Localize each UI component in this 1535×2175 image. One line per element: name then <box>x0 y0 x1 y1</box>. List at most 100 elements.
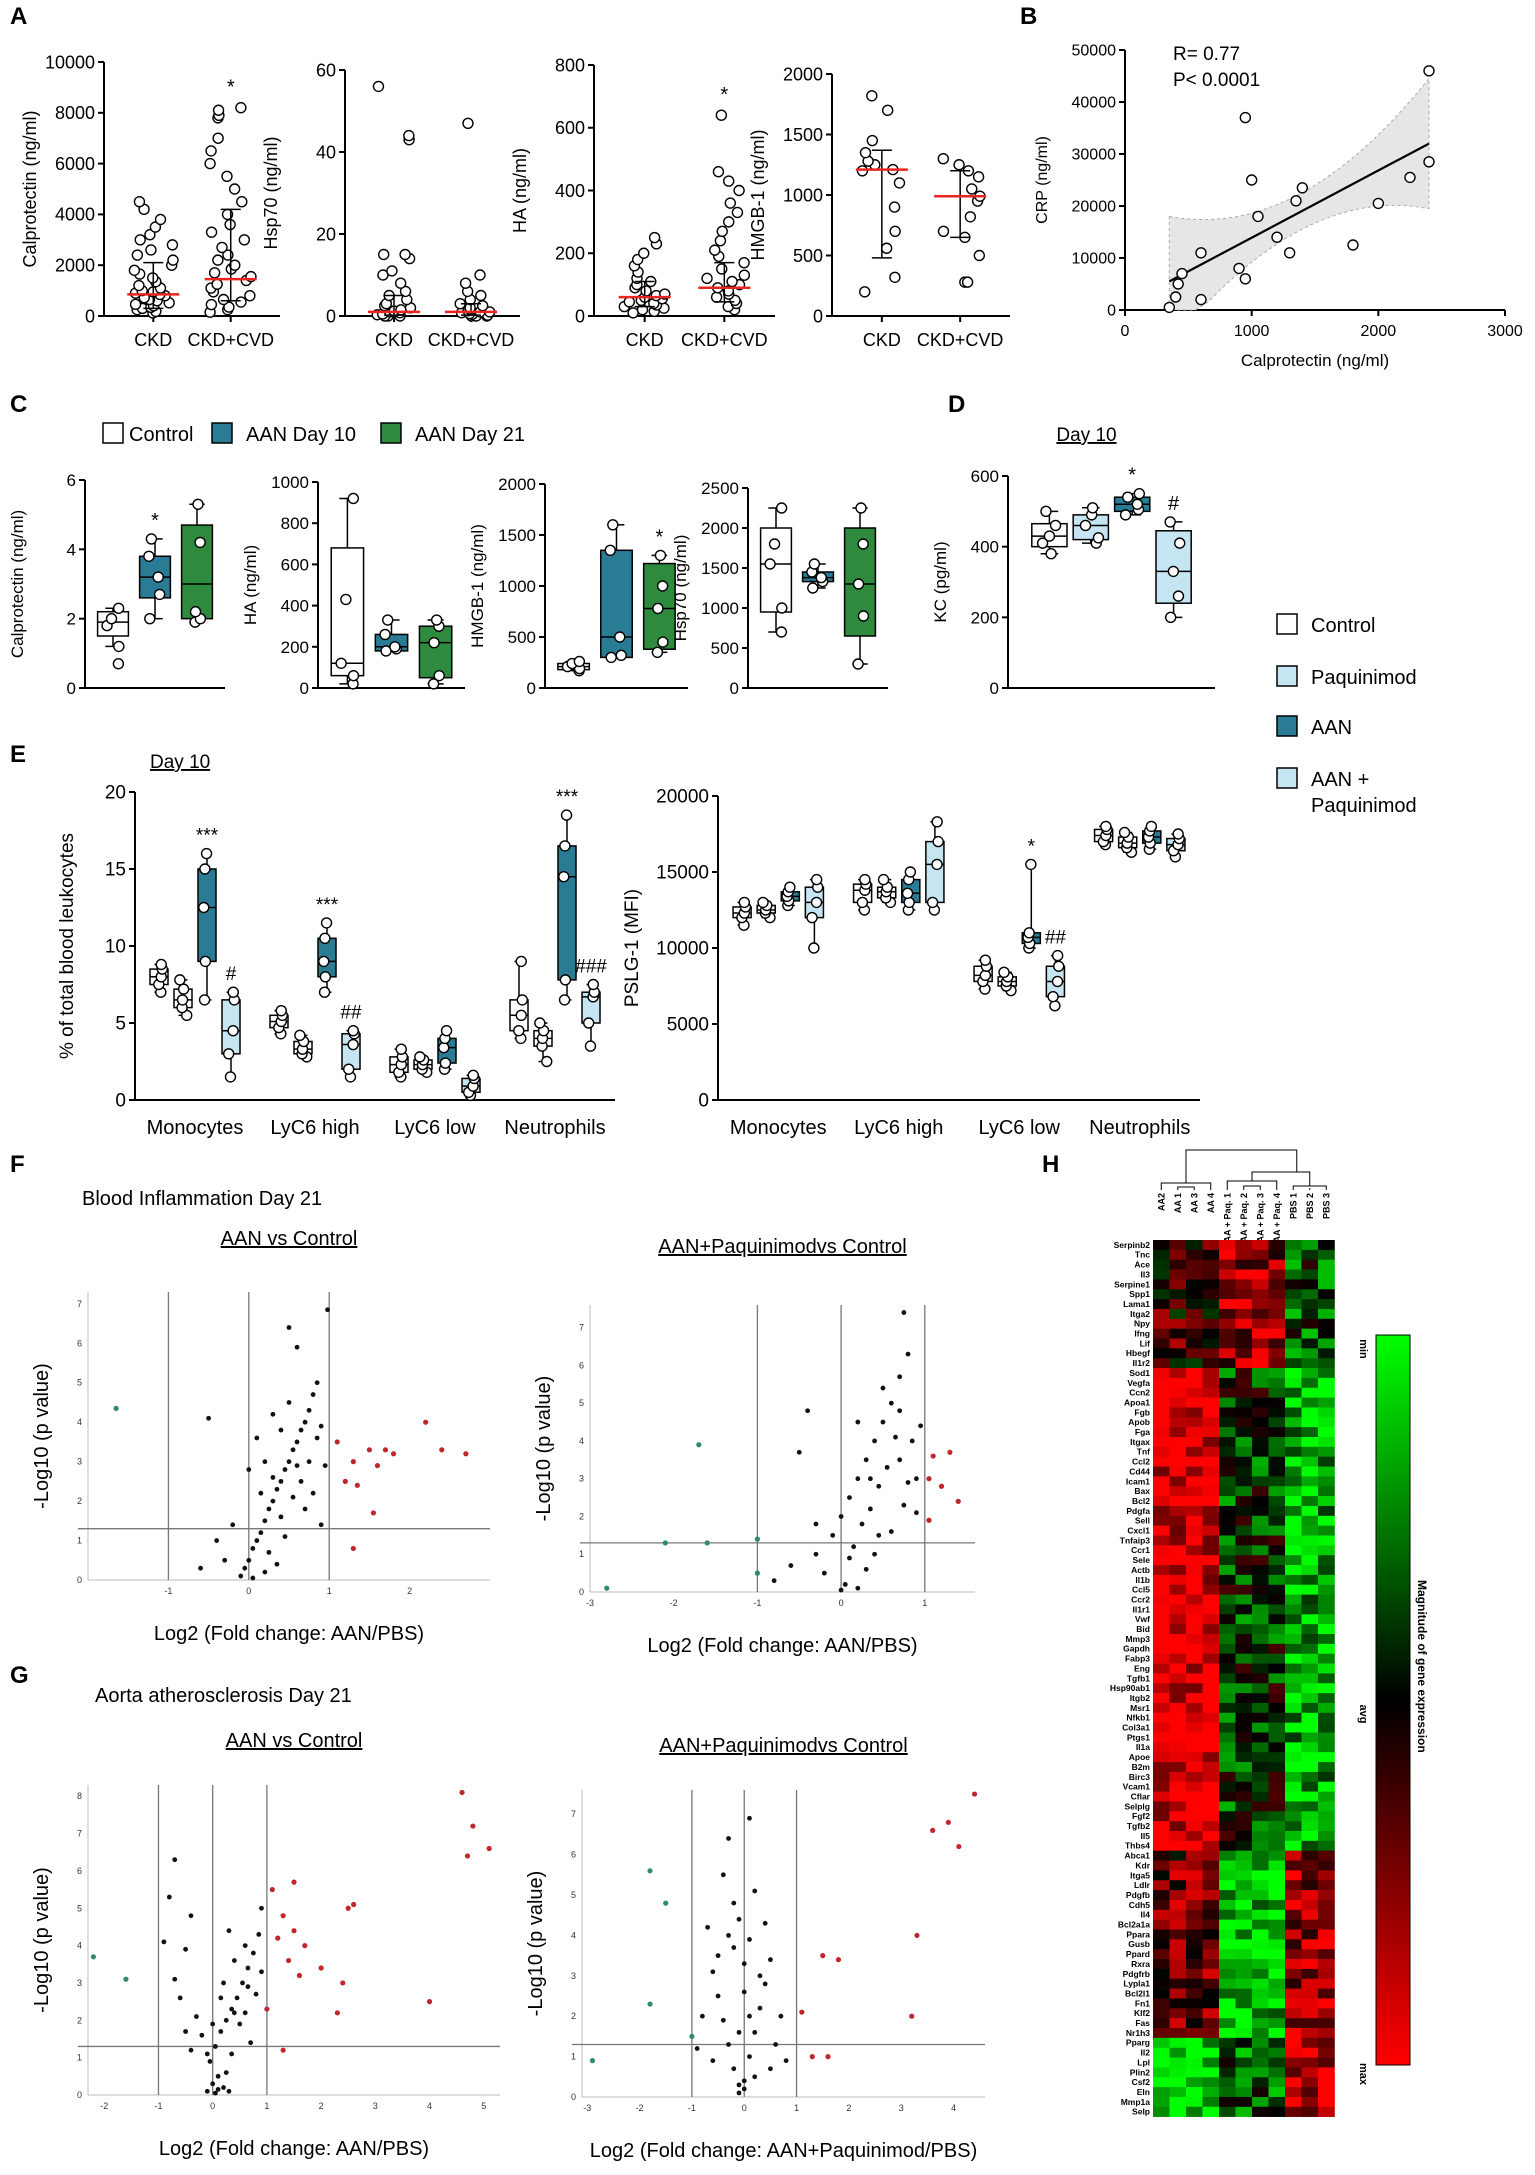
g1-point-ns <box>204 2051 210 2057</box>
h-cell <box>1186 1860 1203 1871</box>
h-cell <box>1235 1397 1253 1408</box>
h-cell <box>1153 1348 1170 1359</box>
a2-point <box>648 231 661 244</box>
c2-point <box>652 602 664 615</box>
f1-point-ns <box>270 1498 276 1504</box>
h-cell <box>1268 1427 1286 1438</box>
e1-g3-point <box>1118 826 1131 839</box>
h-cell <box>1235 1515 1253 1526</box>
h-gene-label: Pdgfa <box>1126 1506 1150 1516</box>
g2-point-ns <box>736 1916 742 1922</box>
f2-title: AAN+Paquinimodvs Control <box>658 1236 906 1258</box>
e1-g1-point <box>856 896 869 909</box>
h-cell <box>1169 2077 1187 2088</box>
h-cell <box>1301 2037 1319 2048</box>
legend-panel-d: Control Paquinimod AAN AAN + Paquinimod <box>1276 613 1417 817</box>
h-cell <box>1268 1476 1286 1487</box>
h-cell <box>1285 1437 1302 1448</box>
h-cell <box>1252 1614 1269 1625</box>
g1-point-ns <box>183 1946 188 1952</box>
h-cell <box>1186 1535 1203 1546</box>
a0-y-tick-label: 10000 <box>45 52 95 72</box>
h-cell <box>1153 1249 1170 1260</box>
h-cell <box>1169 1279 1187 1290</box>
h-cell <box>1235 1505 1253 1517</box>
g1-point-up <box>285 1957 292 1964</box>
f1-x-axis-label: Log2 (Fold change: AAN/PBS) <box>154 1623 424 1645</box>
h-cell <box>1202 1358 1220 1369</box>
h-cell <box>1235 1574 1253 1586</box>
g2-point-ns <box>710 2058 716 2064</box>
h-cell <box>1252 1594 1269 1605</box>
a3-point <box>966 183 978 195</box>
c3-point <box>857 538 869 550</box>
b-point <box>1283 247 1296 259</box>
h-cell <box>1235 1358 1253 1369</box>
a3-point <box>859 286 871 298</box>
f1-point-ns <box>294 1439 300 1445</box>
a1-point <box>462 117 474 130</box>
h-cell <box>1219 1486 1236 1497</box>
h-cell <box>1268 2008 1286 2019</box>
h-cell <box>1252 1446 1269 1457</box>
h-gene-label: Nfkb1 <box>1126 1713 1150 1723</box>
h-cell <box>1235 1831 1253 1842</box>
h-cell <box>1202 1348 1220 1359</box>
h-gene-label: Spp1 <box>1129 1289 1150 1299</box>
b-point <box>1239 111 1252 124</box>
h-cell <box>1169 1565 1187 1576</box>
f1-point-ns <box>274 1486 280 1492</box>
h-cell <box>1169 1486 1187 1497</box>
h-cell <box>1301 2106 1319 2117</box>
h-cell <box>1301 1840 1319 1851</box>
h-cell <box>1202 1949 1220 1960</box>
h-cell <box>1169 1919 1187 1930</box>
section-title-g: Aorta atherosclerosis Day 21 <box>95 1685 352 1707</box>
h-cell <box>1268 1348 1286 1359</box>
e0-g1-point <box>347 1024 359 1037</box>
h-cell <box>1186 1752 1203 1763</box>
h-cell <box>1169 1476 1187 1487</box>
h-cell <box>1285 1732 1302 1743</box>
g1-y-tick-label: 2 <box>77 2015 82 2025</box>
h-cell <box>1268 1653 1286 1664</box>
h-cell <box>1285 2077 1302 2088</box>
h-cell <box>1235 1998 1253 2009</box>
g2-point-ns <box>741 2078 747 2084</box>
g2-point-ns <box>768 2066 773 2072</box>
h-cell <box>1219 1781 1236 1792</box>
h-cell <box>1268 1771 1286 1783</box>
h-cell <box>1301 1890 1319 1901</box>
h-cell <box>1318 2028 1335 2039</box>
c1-y-tick-label: 600 <box>281 555 309 574</box>
h-cell <box>1285 1584 1302 1595</box>
h-cell <box>1301 1505 1319 1517</box>
h-cell <box>1318 1407 1335 1418</box>
g2-point-up <box>820 1953 826 1959</box>
h-cell <box>1219 1742 1236 1753</box>
g2-x-tick-label: 3 <box>899 2103 904 2113</box>
h-cell <box>1153 1870 1170 1881</box>
h-cell <box>1252 1850 1269 1861</box>
e1-g2-point <box>1049 1000 1061 1012</box>
e1-g1-point <box>859 873 871 886</box>
h-cell <box>1186 1348 1203 1359</box>
f2-y-axis-label: -Log10 (p value) <box>533 1376 555 1522</box>
e1-g2-point <box>1051 949 1064 962</box>
h-cell <box>1186 2096 1203 2108</box>
h-cell <box>1285 1959 1302 1970</box>
h-cell <box>1202 1555 1220 1566</box>
g2-x-tick-label: -2 <box>636 2103 644 2113</box>
h-cell <box>1318 1890 1335 1901</box>
h-cell <box>1235 1762 1253 1773</box>
h-cell <box>1219 1604 1236 1615</box>
h-cell <box>1235 2028 1253 2039</box>
g1-point-ns <box>172 1976 178 1982</box>
h-cell <box>1318 1417 1335 1428</box>
h-cell <box>1153 1998 1170 2009</box>
h-cell <box>1285 1968 1302 1980</box>
h-cell <box>1252 1634 1269 1645</box>
h-cell <box>1169 1496 1187 1507</box>
h-cell <box>1153 2087 1170 2098</box>
